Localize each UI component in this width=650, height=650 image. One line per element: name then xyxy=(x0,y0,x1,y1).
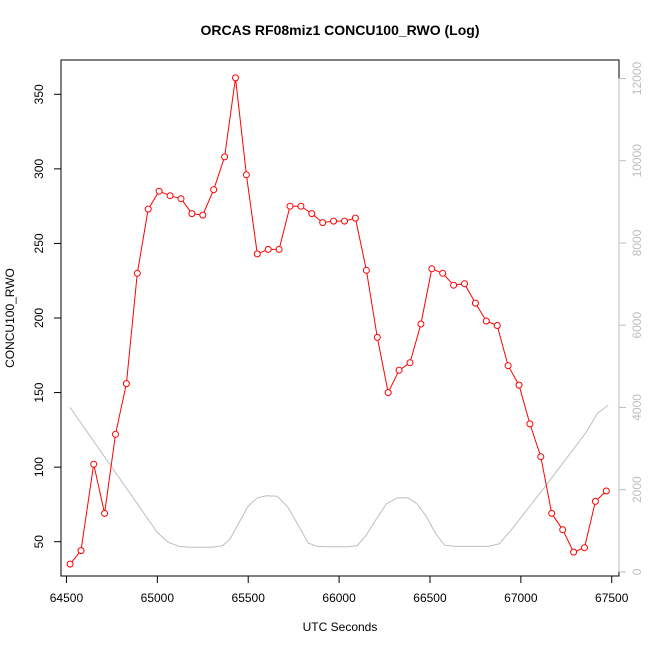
data-point xyxy=(210,186,218,194)
y-tick-label: 150 xyxy=(32,382,46,402)
y-tick-label: 200 xyxy=(32,308,46,328)
data-point xyxy=(395,366,403,374)
data-point xyxy=(439,269,447,277)
y-tick-label: 250 xyxy=(32,233,46,253)
data-point xyxy=(297,202,305,210)
data-point xyxy=(504,362,512,370)
y-tick-label: 350 xyxy=(32,84,46,104)
data-point xyxy=(537,453,545,461)
data-point xyxy=(450,281,458,289)
data-point xyxy=(264,245,272,253)
x-tick-label: 65500 xyxy=(232,591,266,605)
data-point xyxy=(581,544,588,552)
y2-tick-label: 8000 xyxy=(630,229,644,256)
data-point xyxy=(66,560,74,568)
data-point xyxy=(319,219,327,227)
y2-tick-label: 6000 xyxy=(630,312,644,339)
data-point xyxy=(232,74,239,82)
data-point xyxy=(471,299,479,307)
data-point xyxy=(275,245,283,253)
data-point xyxy=(373,333,381,341)
y-tick-label: 50 xyxy=(32,535,46,549)
y-axis-label: CONCU100_RWO xyxy=(3,268,17,368)
data-point xyxy=(428,265,436,273)
data-point xyxy=(286,202,294,210)
data-point xyxy=(406,359,414,367)
x-axis: 64500 65000 65500 66000 66500 67000 67500 xyxy=(50,575,629,605)
data-point xyxy=(351,214,359,222)
y-tick-label: 100 xyxy=(32,457,46,477)
y2-tick-label: 4000 xyxy=(630,394,644,421)
data-point xyxy=(101,509,109,517)
data-point xyxy=(515,381,523,389)
x-tick-label: 65000 xyxy=(141,591,175,605)
secondary-series-line xyxy=(69,405,609,548)
data-point xyxy=(177,195,185,203)
data-point xyxy=(461,280,468,288)
data-point xyxy=(493,322,501,329)
x-tick-label: 67500 xyxy=(595,591,629,605)
data-point xyxy=(188,210,196,218)
data-point xyxy=(133,269,141,277)
data-point xyxy=(166,192,174,200)
data-point xyxy=(384,389,392,397)
data-point xyxy=(308,210,316,218)
x-tick-label: 66000 xyxy=(322,591,356,605)
x-tick-label: 67000 xyxy=(504,591,538,605)
data-point xyxy=(90,460,98,468)
y2-tick-label: 12000 xyxy=(630,61,644,95)
data-point xyxy=(570,548,578,556)
data-point xyxy=(253,250,261,258)
data-point xyxy=(482,317,490,325)
y2-tick-label: 0 xyxy=(630,568,644,575)
data-point xyxy=(591,497,599,505)
data-point xyxy=(144,205,152,213)
primary-series-line xyxy=(69,77,607,565)
data-point xyxy=(362,266,370,274)
data-point xyxy=(77,547,85,555)
data-point xyxy=(417,320,425,328)
y-axis-right: 0 2000 4000 6000 8000 10000 12000 xyxy=(618,61,644,575)
data-point xyxy=(602,487,610,495)
data-point xyxy=(330,217,338,225)
data-point xyxy=(122,380,130,388)
x-tick-label: 66500 xyxy=(413,591,447,605)
data-point xyxy=(526,420,534,428)
data-point xyxy=(548,509,556,517)
data-point xyxy=(221,153,229,161)
y-tick-label: 300 xyxy=(32,159,46,179)
y2-tick-label: 10000 xyxy=(630,144,644,178)
chart-title: ORCAS RF08miz1 CONCU100_RWO (Log) xyxy=(200,22,479,38)
x-axis-label: UTC Seconds xyxy=(303,620,378,634)
data-point xyxy=(112,430,119,438)
series-layer xyxy=(66,74,610,568)
x-tick-label: 64500 xyxy=(50,591,84,605)
y-axis-left: 50 100 150 200 250 300 350 xyxy=(32,84,62,549)
data-point xyxy=(341,217,348,225)
data-point xyxy=(199,211,207,219)
data-point xyxy=(242,171,250,179)
data-point xyxy=(155,187,163,195)
data-point xyxy=(559,526,567,534)
y2-tick-label: 2000 xyxy=(630,476,644,503)
